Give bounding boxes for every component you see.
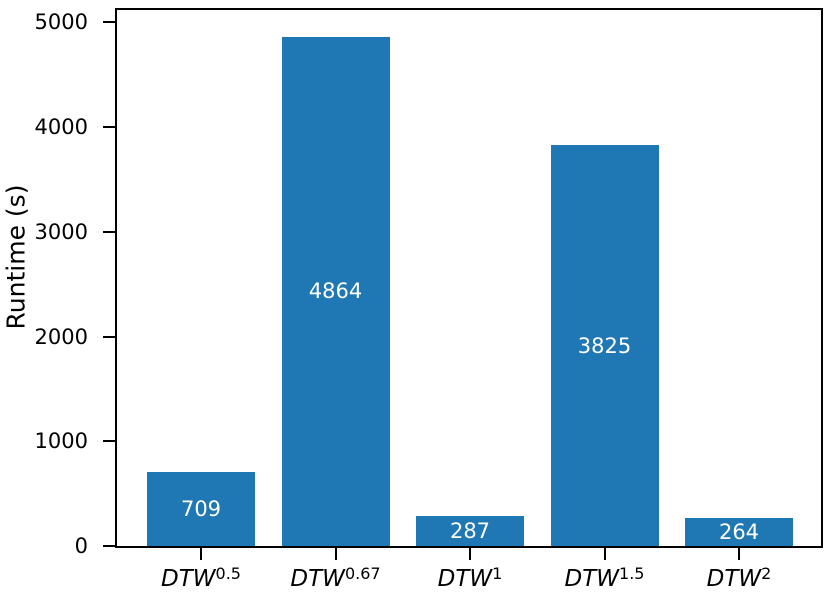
y-tick-mark (103, 230, 115, 233)
x-tick-mark (334, 548, 337, 560)
x-tick-label: DTW0.67 (246, 565, 426, 593)
bar (281, 36, 390, 546)
bar (147, 471, 255, 546)
bar-value-label: 4864 (308, 279, 363, 304)
y-tick-label: 2000 (34, 324, 88, 349)
x-tick-label: DTW2 (649, 565, 829, 593)
plot-area (115, 8, 823, 548)
category-base: DTW (437, 566, 493, 592)
category-base: DTW (161, 566, 216, 592)
x-tick-mark (469, 548, 471, 560)
category-base: DTW (706, 566, 762, 592)
y-tick-mark (103, 126, 115, 129)
y-tick-label: 0 (74, 534, 88, 558)
y-tick-mark (103, 440, 115, 443)
y-tick-mark (103, 21, 115, 24)
y-axis-label: Runtime (s) (1, 184, 31, 330)
category-exponent: 0.67 (344, 564, 381, 583)
x-tick-label: DTW0.5 (111, 565, 291, 593)
y-tick-mark (103, 545, 115, 547)
bar (550, 145, 659, 546)
x-tick-label: DTW1 (380, 565, 560, 593)
bar (685, 518, 793, 546)
category-base: DTW (564, 566, 620, 592)
category-exponent: 0.5 (215, 564, 241, 583)
category-exponent: 1 (492, 564, 503, 583)
x-tick-label: DTW1.5 (515, 565, 695, 593)
x-tick-mark (738, 548, 740, 560)
x-tick-mark (200, 548, 202, 560)
y-tick-label: 5000 (34, 10, 88, 35)
bar-value-label: 287 (449, 518, 491, 543)
bar (416, 515, 524, 546)
y-tick-label: 4000 (34, 115, 88, 140)
bar-value-label: 264 (718, 520, 760, 545)
bar-value-label: 709 (180, 496, 222, 521)
y-tick-label: 3000 (34, 219, 88, 244)
bar-value-label: 3825 (577, 333, 632, 358)
y-tick-label: 1000 (34, 429, 88, 454)
category-exponent: 2 (761, 564, 772, 583)
x-tick-mark (603, 548, 606, 560)
y-tick-mark (103, 335, 115, 338)
category-exponent: 1.5 (619, 564, 645, 583)
category-base: DTW (290, 566, 345, 592)
